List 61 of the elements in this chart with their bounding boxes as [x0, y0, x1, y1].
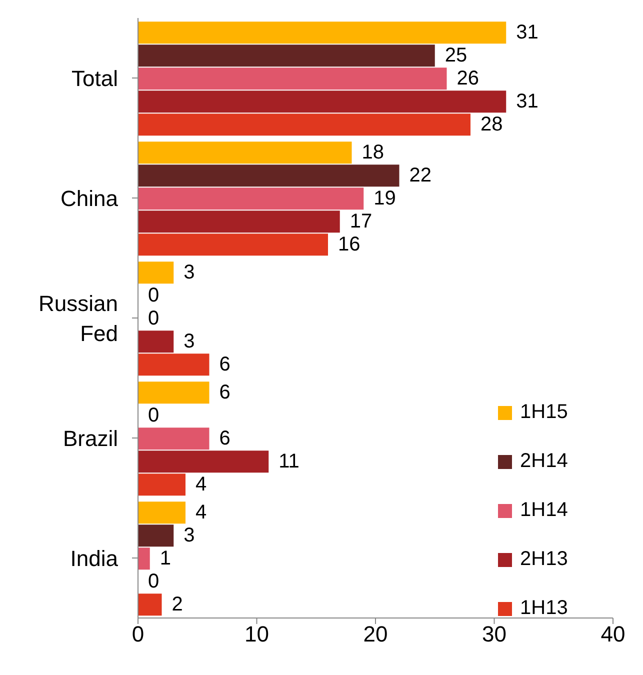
- data-label: 17: [350, 210, 372, 233]
- bar: [138, 210, 340, 233]
- bar: [138, 382, 210, 404]
- data-label: 28: [480, 114, 503, 136]
- data-label: 22: [409, 164, 432, 187]
- data-label: 6: [219, 382, 230, 404]
- legend-label: 2H14: [520, 450, 568, 473]
- bar: [138, 354, 210, 376]
- bar: [138, 548, 150, 570]
- legend-label: 1H13: [520, 597, 568, 620]
- bar: [138, 474, 186, 496]
- data-label: 0: [148, 404, 160, 427]
- bar: [138, 90, 506, 113]
- data-label: 6: [219, 428, 230, 450]
- bar: [138, 188, 364, 210]
- legend-label: 1H15: [520, 401, 568, 424]
- data-label: 4: [196, 502, 207, 524]
- data-label: 3: [184, 524, 195, 547]
- data-label: 3: [184, 330, 195, 353]
- data-label: 1: [160, 548, 171, 570]
- data-label: 3: [184, 262, 195, 284]
- x-tick-label: 0: [132, 622, 144, 647]
- bar: [138, 22, 506, 44]
- y-tick-label: China: [60, 186, 119, 210]
- bar: [138, 262, 174, 284]
- bar: [138, 142, 352, 164]
- y-tick-label: Russian Fed: [38, 290, 118, 346]
- y-tick-label: Brazil: [62, 426, 118, 450]
- x-tick-label: 40: [600, 622, 626, 647]
- bar: [138, 164, 400, 187]
- bar: [138, 68, 447, 90]
- bar: [138, 524, 174, 547]
- data-label: 11: [278, 450, 300, 473]
- bar: [138, 234, 328, 256]
- legend-label: 2H13: [520, 548, 568, 571]
- bar: [138, 330, 174, 353]
- x-tick-label: 20: [363, 622, 388, 647]
- data-label: 19: [374, 188, 396, 210]
- data-label: 4: [196, 474, 207, 496]
- y-tick-label: India: [70, 546, 119, 570]
- data-label: 18: [362, 142, 384, 164]
- data-label: 0: [148, 308, 160, 330]
- bar: [138, 450, 269, 473]
- data-label: 0: [148, 284, 160, 307]
- data-label: 26: [456, 68, 479, 90]
- x-tick-label: 10: [244, 622, 269, 647]
- data-label: 31: [516, 90, 538, 113]
- data-label: 2: [172, 594, 183, 616]
- data-label: 31: [516, 22, 538, 44]
- data-label: 6: [219, 354, 230, 376]
- bar: [138, 428, 210, 450]
- x-tick-label: 30: [482, 622, 506, 647]
- legend-label: 1H14: [520, 499, 568, 522]
- bar: [138, 114, 470, 136]
- bar: [138, 594, 162, 616]
- bar: [138, 44, 435, 67]
- data-label: 0: [148, 570, 160, 593]
- y-tick-label: Total: [72, 66, 118, 90]
- data-label: 25: [444, 44, 468, 67]
- data-label: 16: [338, 234, 360, 256]
- bar: [138, 502, 186, 524]
